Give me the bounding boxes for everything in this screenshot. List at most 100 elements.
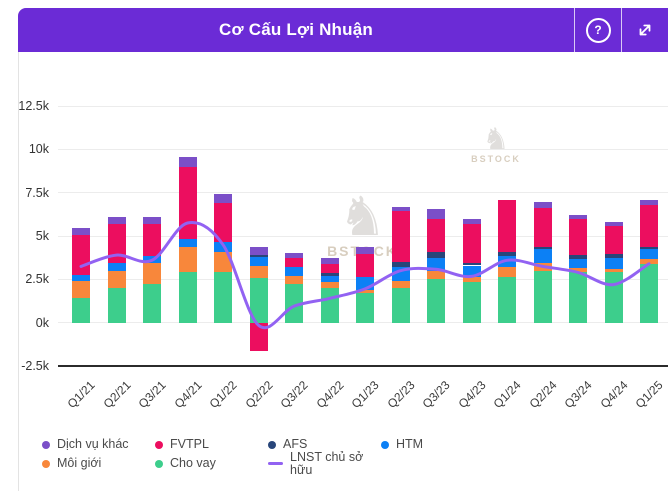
bar-segment-HTM — [640, 248, 658, 260]
legend-item-Dịch vụ khác[interactable]: Dịch vụ khác — [42, 438, 155, 451]
bar-segment-AFS — [462, 263, 481, 266]
expand-button[interactable] — [622, 8, 668, 52]
bar-segment-AFS — [604, 254, 623, 259]
bar-segment-Môi giới — [569, 268, 587, 273]
bar-segment-AFS — [640, 246, 658, 249]
legend-item-AFS[interactable]: AFS — [268, 438, 381, 451]
bar-segment-Môi giới — [214, 251, 232, 273]
bar-segment-Môi giới — [356, 289, 374, 293]
bar-segment-HTM — [107, 262, 126, 272]
bar-segment-Cho vay — [214, 272, 232, 323]
bar-segment-Môi giới — [107, 271, 126, 289]
bar-segment-Môi giới — [249, 266, 268, 278]
bar-segment-FVTPL — [427, 218, 445, 252]
bar-segment-FVTPL — [285, 257, 303, 267]
help-button[interactable]: ? — [575, 8, 621, 52]
bar-segment-AFS — [498, 251, 516, 257]
expand-icon — [639, 24, 651, 36]
bar-segment-Môi giới — [143, 262, 161, 285]
bar-segment-Cho vay — [640, 263, 658, 323]
bar-segment-HTM — [320, 275, 339, 283]
bar-segment-Cho vay — [320, 288, 339, 323]
y-tick-label: 2.5k — [25, 272, 49, 287]
bar-segment-Môi giới — [391, 280, 410, 289]
bar-segment-Môi giới — [498, 266, 516, 278]
bar-segment-Cho vay — [143, 284, 161, 323]
bar-segment-HTM — [285, 266, 303, 276]
bar-segment-AFS — [391, 261, 410, 267]
bar-segment-Dịch vụ khác — [178, 156, 197, 167]
bar-segment-Cho vay — [356, 292, 374, 323]
bar-segment-Cho vay — [569, 272, 587, 323]
bar-segment-Dịch vụ khác — [604, 222, 623, 227]
chart-card-header: Cơ Cấu Lợi Nhuận ? — [18, 8, 668, 52]
legend-item-Môi giới[interactable]: Môi giới — [42, 457, 155, 470]
bar-segment-FVTPL — [178, 166, 197, 239]
bar-segment-Cho vay — [72, 297, 90, 323]
bar-segment-HTM — [249, 256, 268, 267]
bar-segment-FVTPL — [107, 224, 126, 263]
bar-segment-Cho vay — [285, 283, 303, 323]
legend-label: AFS — [283, 437, 308, 452]
bar-segment-HTM — [604, 258, 623, 269]
bar-segment-AFS — [427, 251, 445, 259]
bar-segment-Dịch vụ khác — [640, 200, 658, 205]
legend-dot-marker — [155, 440, 163, 449]
bar-segment-FVTPL — [249, 322, 268, 352]
legend-item-HTM[interactable]: HTM — [381, 438, 501, 451]
bar-segment-Môi giới — [533, 263, 552, 271]
legend-line-marker — [268, 462, 283, 465]
bar-segment-Môi giới — [320, 282, 339, 289]
bar-segment-FVTPL — [391, 211, 410, 262]
bar-segment-HTM — [356, 277, 374, 290]
bar-segment-Môi giới — [427, 271, 445, 279]
bar-segment-HTM — [427, 258, 445, 272]
bar-segment-Cho vay — [462, 281, 481, 323]
header-divider — [621, 8, 622, 52]
bar-segment-Cho vay — [178, 271, 197, 323]
bar-segment-Cho vay — [427, 278, 445, 323]
legend-dot-marker — [381, 440, 389, 449]
bar-segment-AFS — [320, 272, 339, 276]
legend-label: Dịch vụ khác — [57, 437, 129, 452]
bar-segment-Cho vay — [533, 270, 552, 323]
bar-segment-Môi giới — [462, 277, 481, 282]
bar-segment-FVTPL — [356, 253, 374, 278]
bar-segment-AFS — [569, 255, 587, 260]
legend-item-LNST chủ sở hữu[interactable]: LNST chủ sở hữu — [268, 451, 381, 476]
bar-segment-Dịch vụ khác — [214, 193, 232, 203]
header-title-area: Cơ Cấu Lợi Nhuận — [18, 8, 574, 52]
y-tick-label: 5k — [35, 229, 49, 244]
y-tick-label: 0k — [35, 315, 49, 330]
legend-label: Môi giới — [57, 456, 102, 471]
help-icon: ? — [585, 17, 611, 43]
bar-segment-HTM — [178, 238, 197, 247]
bar-segment-FVTPL — [498, 199, 516, 252]
x-axis-line — [58, 365, 668, 368]
bar-segment-HTM — [569, 259, 587, 269]
chart-legend: Dịch vụ khác FVTPL AFS HTM Môi giới Cho vay LN… — [42, 435, 501, 476]
bar-segment-FVTPL — [72, 234, 90, 276]
bar-segment-Môi giới — [604, 268, 623, 272]
legend-dot-marker — [42, 440, 50, 449]
bar-segment-HTM — [72, 275, 90, 282]
legend-item-FVTPL[interactable]: FVTPL — [155, 438, 268, 451]
legend-label: Cho vay — [170, 456, 216, 471]
bar-segment-FVTPL — [320, 264, 339, 273]
bar-segment-Môi giới — [285, 275, 303, 284]
bar-segment-Môi giới — [640, 259, 658, 264]
header-divider — [574, 8, 575, 52]
bar-segment-Dịch vụ khác — [249, 246, 268, 255]
bar-segment-Dịch vụ khác — [107, 216, 126, 225]
legend-item-Cho vay[interactable]: Cho vay — [155, 457, 268, 470]
grid-line — [58, 105, 668, 107]
legend-dot-marker — [268, 440, 276, 449]
y-tick-label: 10k — [28, 142, 49, 157]
bar-segment-HTM — [533, 249, 552, 264]
legend-label: FVTPL — [170, 437, 209, 452]
bar-segment-Cho vay — [604, 271, 623, 323]
bar-segment-Dịch vụ khác — [285, 253, 303, 258]
bar-segment-Dịch vụ khác — [72, 228, 90, 235]
grid-line — [58, 148, 668, 150]
